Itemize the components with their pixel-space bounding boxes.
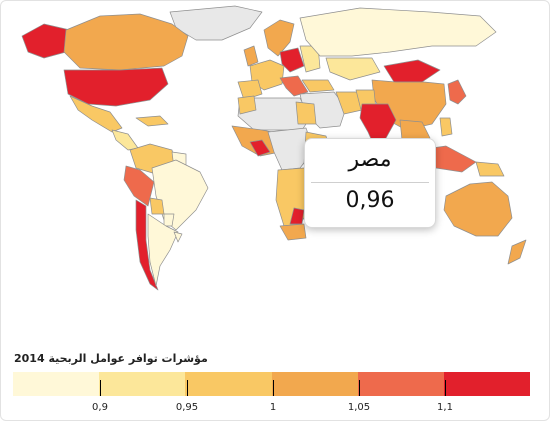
region-korea-japan[interactable] — [447, 79, 467, 105]
region-scandinavia[interactable] — [263, 19, 295, 57]
region-mexico[interactable] — [69, 95, 123, 133]
legend-tick-1 — [100, 380, 101, 396]
legend-tick-3 — [273, 380, 274, 396]
region-morocco[interactable] — [237, 95, 257, 115]
region-australia[interactable] — [443, 181, 513, 237]
region-peru-ecuador[interactable] — [123, 165, 155, 207]
legend-tick-5 — [445, 380, 446, 396]
region-turkey-caucasus[interactable] — [301, 79, 335, 93]
region-south-africa[interactable] — [279, 223, 307, 241]
region-new-guinea[interactable] — [475, 161, 505, 177]
region-uk-ireland[interactable] — [243, 45, 259, 67]
legend-bin-4 — [271, 372, 358, 396]
region-russia[interactable] — [299, 7, 497, 57]
legend-bin-5 — [357, 372, 444, 396]
region-mongolia[interactable] — [383, 59, 441, 83]
region-canada[interactable] — [63, 13, 189, 71]
region-brazil[interactable] — [151, 159, 209, 231]
region-alaska[interactable] — [21, 23, 71, 59]
region-chile[interactable] — [135, 199, 159, 291]
region-usa[interactable] — [63, 67, 169, 107]
region-egypt[interactable] — [295, 101, 317, 125]
region-argentina[interactable] — [147, 213, 179, 287]
legend-bin-2 — [99, 372, 186, 396]
region-new-zealand[interactable] — [507, 239, 527, 265]
region-philippines[interactable] — [439, 117, 453, 137]
region-italy-balkans[interactable] — [279, 75, 309, 97]
legend-tick-label-5: 1,1 — [437, 402, 453, 413]
region-bolivia[interactable] — [149, 197, 165, 215]
region-uruguay[interactable] — [173, 231, 183, 243]
region-caribbean[interactable] — [135, 115, 169, 127]
region-iberia[interactable] — [237, 79, 263, 101]
region-paraguay[interactable] — [163, 213, 175, 227]
world-choropleth-map — [21, 5, 527, 291]
legend-tick-label-3: 1 — [269, 402, 277, 413]
tooltip-divider — [311, 182, 429, 183]
legend-tick-2 — [187, 380, 188, 396]
region-central-europe[interactable] — [279, 47, 305, 73]
region-kazakhstan[interactable] — [325, 57, 381, 81]
region-ghana-nigeria[interactable] — [249, 139, 271, 157]
legend-bin-1 — [13, 372, 100, 396]
legend-tick-label-2: 0,95 — [175, 402, 199, 413]
legend-tick-label-1: 0,9 — [92, 402, 108, 413]
legend-title: مؤشرات توافر عوامل الربحية 2014 — [14, 352, 208, 365]
legend-bin-6 — [443, 372, 531, 396]
tooltip-country-name: مصر — [348, 147, 392, 172]
legend-tick-label-4: 1,05 — [347, 402, 371, 413]
legend-tick-4 — [359, 380, 360, 396]
tooltip-value: 0,96 — [345, 188, 395, 213]
legend-bin-3 — [185, 372, 272, 396]
country-tooltip: مصر 0,96 — [304, 138, 436, 228]
region-central-america[interactable] — [111, 129, 139, 151]
legend-color-scale — [13, 372, 531, 396]
